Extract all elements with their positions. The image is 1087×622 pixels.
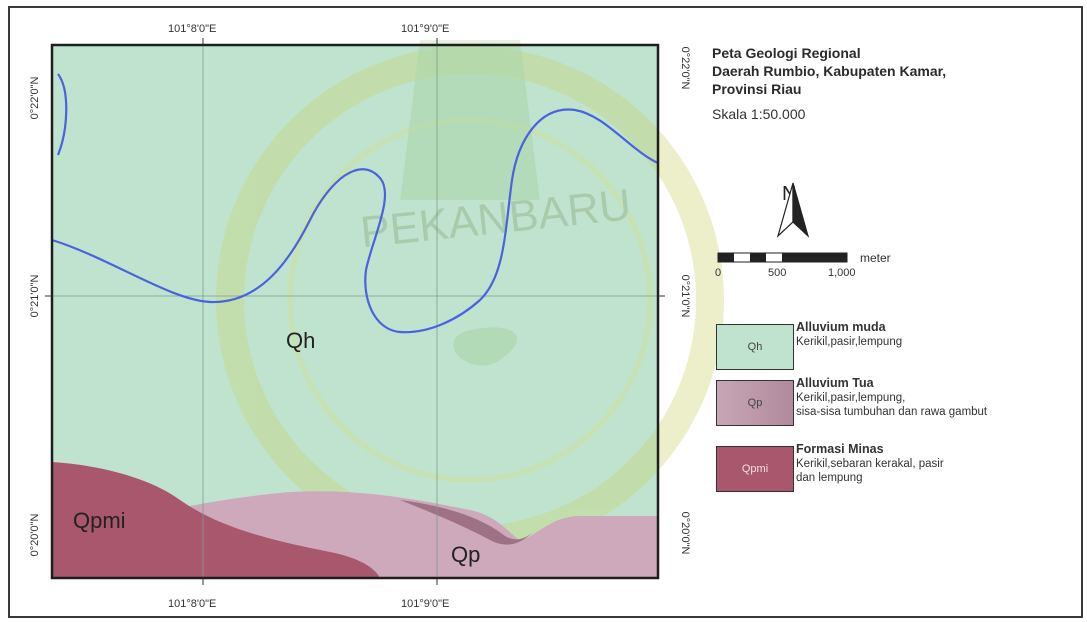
map-title-line-2: Daerah Rumbio, Kabupaten Kamar, bbox=[712, 63, 947, 79]
river bbox=[51, 108, 659, 334]
unit-overlap bbox=[400, 500, 535, 545]
map-title-line-3: Provinsi Riau bbox=[712, 81, 802, 97]
legend-item-qh: Qh Alluvium muda Kerikil,pasir,lempung bbox=[716, 320, 1086, 372]
map-label-qp: Qp bbox=[451, 542, 480, 567]
map-frame bbox=[8, 6, 1083, 618]
river-segment-1 bbox=[56, 73, 68, 156]
lat-right-label-2: 0°21'0"N bbox=[679, 275, 691, 318]
north-arrow-icon bbox=[776, 182, 810, 238]
legend-title-qpmi: Formasi Minas bbox=[796, 442, 884, 456]
legend-swatch-qp: Qp bbox=[716, 380, 794, 426]
lat-right-label-3: 0°20'0"N bbox=[679, 512, 691, 555]
lon-bottom-label-2: 101°9'0"E bbox=[401, 598, 449, 610]
map-border bbox=[50, 43, 660, 580]
map-scale: Skala 1:50.000 bbox=[712, 106, 806, 122]
lon-top-label-1: 101°8'0"E bbox=[168, 23, 216, 35]
scale-tick-1000: 1,000 bbox=[828, 267, 856, 279]
unit-qpmi-area bbox=[52, 462, 380, 578]
scale-unit: meter bbox=[860, 251, 891, 265]
lat-left-label-3: 0°20'0"N bbox=[29, 514, 41, 557]
legend-title-qp: Alluvium Tua bbox=[796, 376, 874, 390]
legend-item-qpmi: Qpmi Formasi Minas Kerikil,sebaran kerak… bbox=[716, 442, 1086, 494]
lat-right-label-1: 0°22'0"N bbox=[679, 47, 691, 90]
map-title-line-1: Peta Geologi Regional bbox=[712, 45, 861, 61]
scale-tick-0: 0 bbox=[715, 267, 721, 279]
lat-left-label-2: 0°21'0"N bbox=[29, 275, 41, 318]
legend-title-qh: Alluvium muda bbox=[796, 320, 886, 334]
scale-bar bbox=[717, 252, 848, 263]
graticule bbox=[52, 45, 658, 578]
map-label-qh: Qh bbox=[286, 328, 315, 353]
legend-desc-qpmi: Kerikil,sebaran kerakal, pasir dan lempu… bbox=[796, 458, 944, 484]
graticule-ticks bbox=[45, 38, 665, 585]
legend-swatch-qh: Qh bbox=[716, 324, 794, 370]
legend-desc-qh: Kerikil,pasir,lempung bbox=[796, 336, 903, 348]
legend-desc-qp: Kerikil,pasir,lempung, sisa-sisa tumbuha… bbox=[796, 392, 988, 418]
map-label-qpmi: Qpmi bbox=[73, 508, 126, 533]
legend-item-qp: Qp Alluvium Tua Kerikil,pasir,lempung, s… bbox=[716, 376, 1086, 428]
scale-tick-500: 500 bbox=[768, 267, 786, 279]
legend-swatch-qpmi: Qpmi bbox=[716, 446, 794, 492]
lon-top-label-2: 101°9'0"E bbox=[401, 23, 449, 35]
lon-bottom-label-1: 101°8'0"E bbox=[168, 598, 216, 610]
title-block: Peta Geologi Regional Daerah Rumbio, Kab… bbox=[712, 44, 1072, 122]
lat-left-label-1: 0°22'0"N bbox=[29, 77, 41, 120]
